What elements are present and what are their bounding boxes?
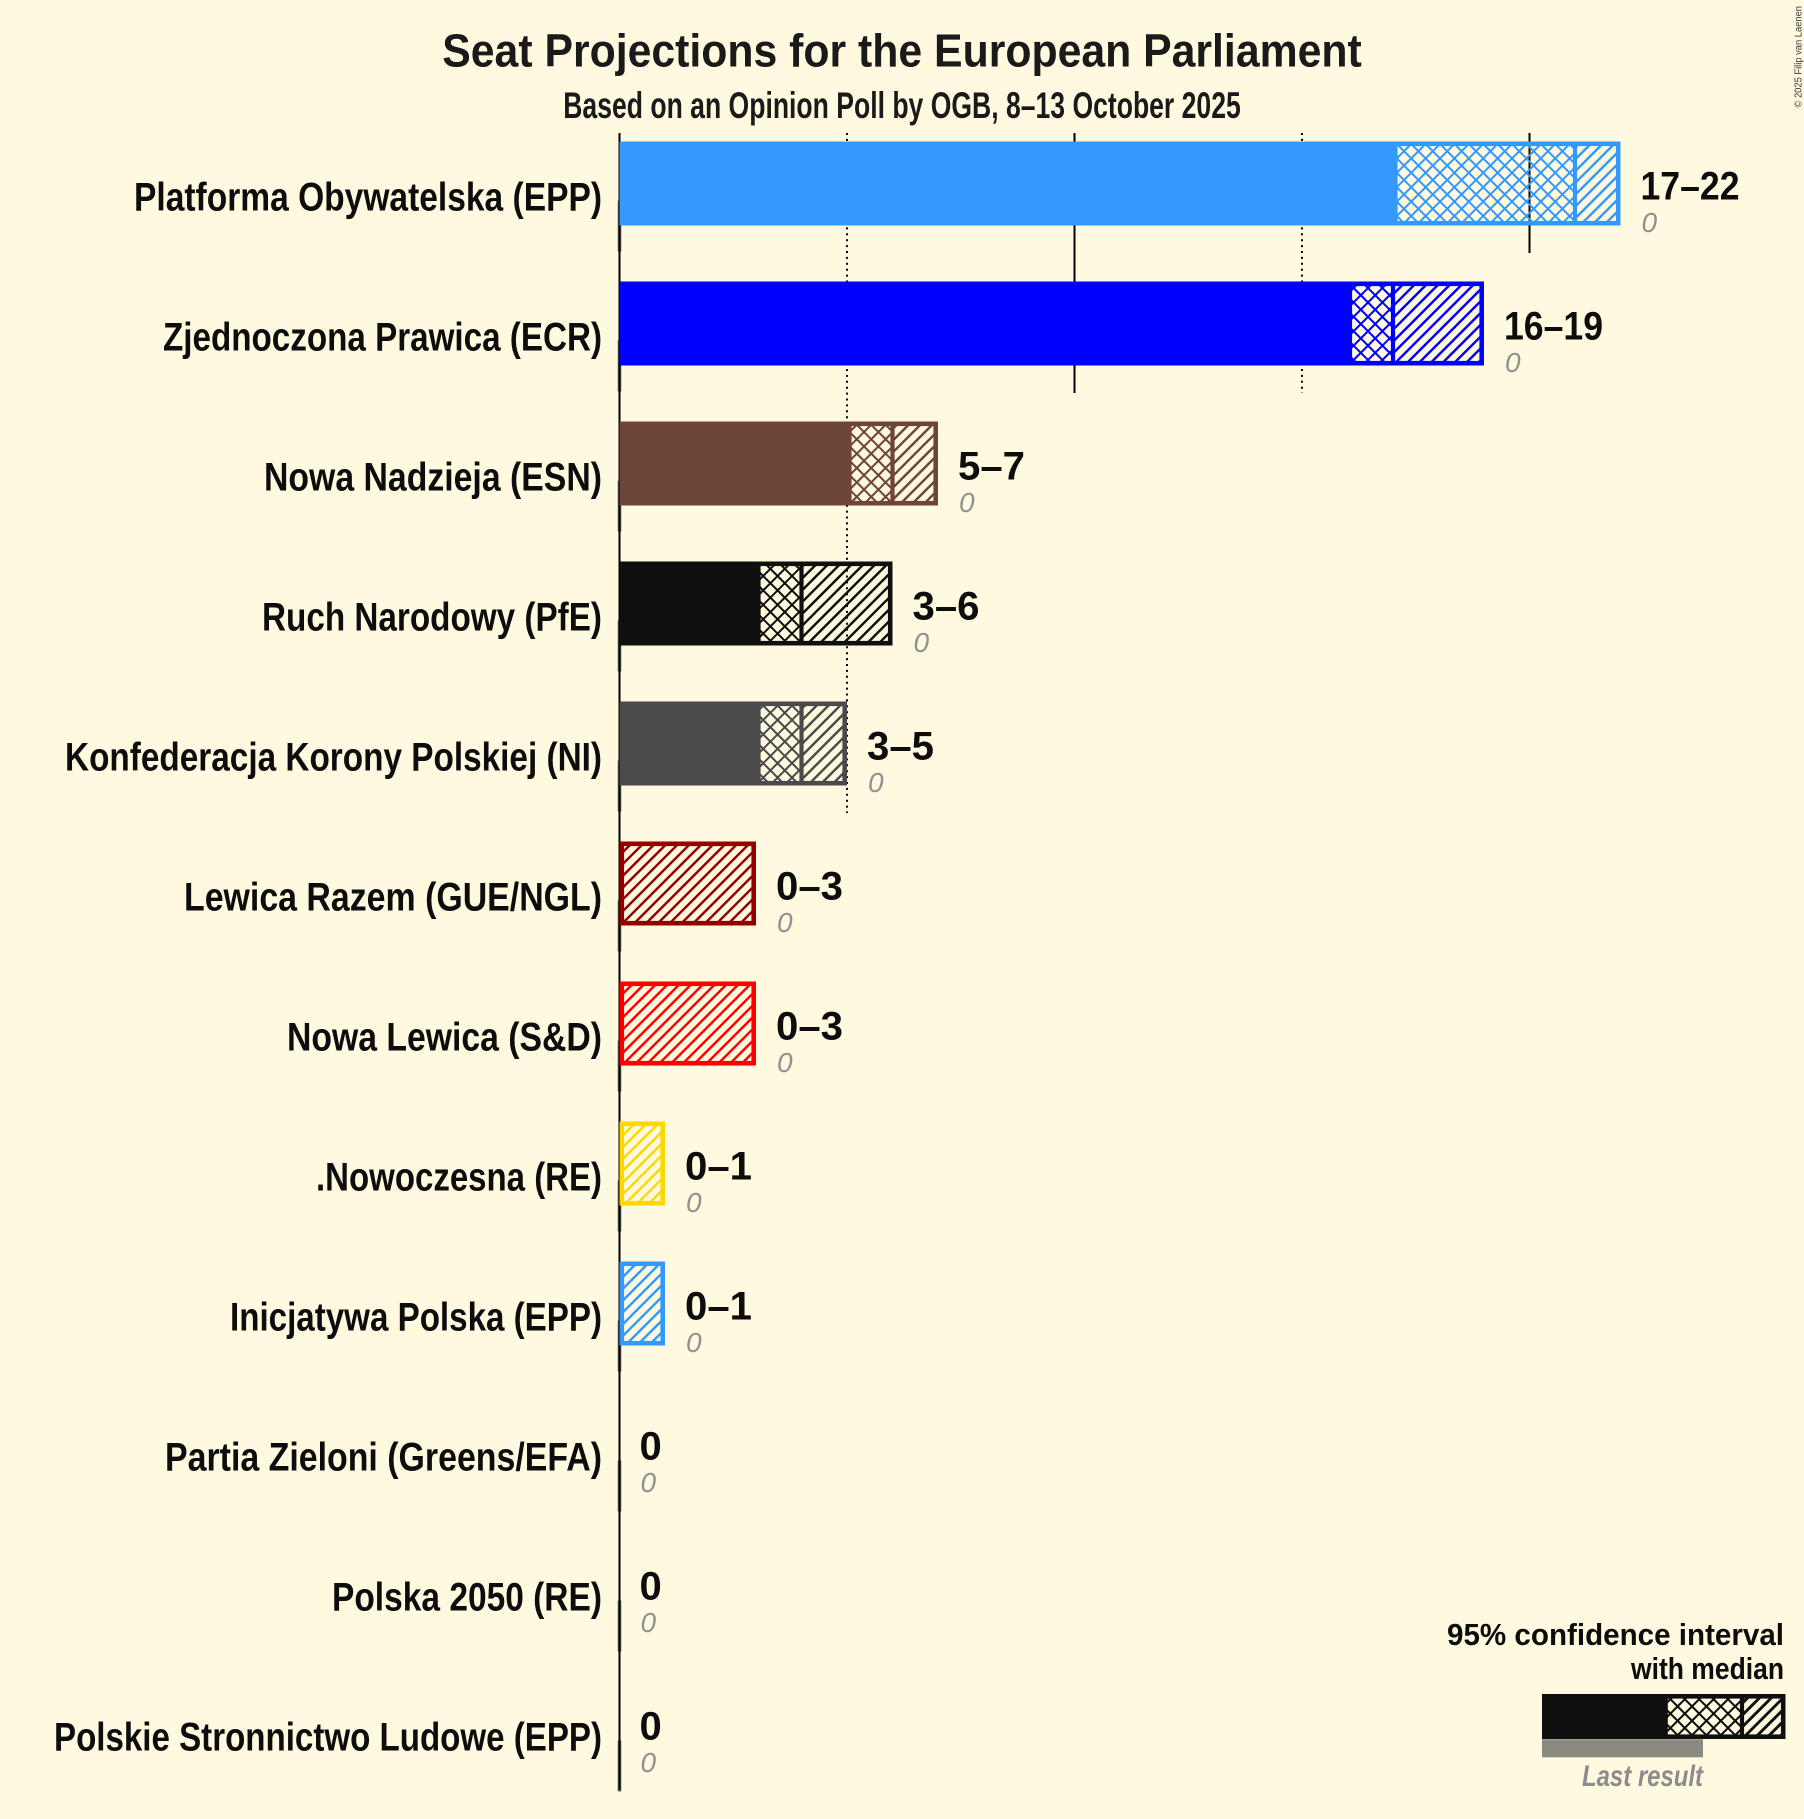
svg-text:0: 0	[1505, 347, 1521, 378]
svg-text:© 2025 Filip van Laenen: © 2025 Filip van Laenen	[1793, 6, 1804, 108]
svg-text:95% confidence interval: 95% confidence interval	[1447, 1617, 1784, 1652]
svg-text:5–7: 5–7	[958, 445, 1025, 489]
svg-text:0: 0	[1642, 207, 1658, 238]
svg-text:Last result: Last result	[1582, 1760, 1705, 1793]
svg-text:0: 0	[641, 1747, 657, 1778]
svg-text:Platforma Obywatelska (EPP): Platforma Obywatelska (EPP)	[134, 176, 602, 220]
svg-text:0: 0	[641, 1607, 657, 1638]
svg-text:Partia Zieloni (Greens/EFA): Partia Zieloni (Greens/EFA)	[165, 1436, 602, 1480]
svg-text:0: 0	[686, 1327, 702, 1358]
svg-text:Konfederacja Korony Polskiej (: Konfederacja Korony Polskiej (NI)	[65, 736, 602, 780]
svg-text:0: 0	[640, 1565, 662, 1609]
svg-text:Inicjatywa Polska (EPP): Inicjatywa Polska (EPP)	[230, 1296, 602, 1340]
svg-text:Ruch Narodowy (PfE): Ruch Narodowy (PfE)	[262, 596, 602, 640]
svg-text:0: 0	[868, 767, 884, 798]
svg-text:0–1: 0–1	[685, 1145, 752, 1189]
svg-text:0: 0	[914, 627, 930, 658]
svg-text:0: 0	[777, 907, 793, 938]
svg-text:0: 0	[640, 1705, 662, 1749]
svg-text:Nowa Lewica (S&D): Nowa Lewica (S&D)	[287, 1016, 602, 1060]
svg-text:0–3: 0–3	[776, 865, 843, 909]
svg-text:0: 0	[959, 487, 975, 518]
svg-text:17–22: 17–22	[1641, 165, 1740, 209]
svg-text:0–3: 0–3	[776, 1005, 843, 1049]
svg-text:Lewica Razem (GUE/NGL): Lewica Razem (GUE/NGL)	[184, 876, 602, 920]
svg-text:Zjednoczona Prawica (ECR): Zjednoczona Prawica (ECR)	[163, 316, 602, 360]
svg-text:0: 0	[641, 1467, 657, 1498]
svg-text:Nowa Nadzieja (ESN): Nowa Nadzieja (ESN)	[264, 456, 602, 500]
svg-text:0: 0	[777, 1047, 793, 1078]
svg-text:.Nowoczesna (RE): .Nowoczesna (RE)	[316, 1156, 602, 1200]
svg-text:16–19: 16–19	[1504, 305, 1603, 349]
svg-text:0: 0	[686, 1187, 702, 1218]
svg-text:0: 0	[640, 1425, 662, 1469]
svg-text:Polskie Stronnictwo Ludowe (EP: Polskie Stronnictwo Ludowe (EPP)	[54, 1716, 602, 1760]
svg-text:3–6: 3–6	[913, 585, 980, 629]
svg-text:3–5: 3–5	[867, 725, 934, 769]
svg-text:0–1: 0–1	[685, 1285, 752, 1329]
svg-text:with median: with median	[1630, 1651, 1784, 1686]
svg-text:Polska 2050 (RE): Polska 2050 (RE)	[332, 1576, 602, 1620]
svg-text:Based on an Opinion Poll by OG: Based on an Opinion Poll by OGB, 8–13 Oc…	[563, 85, 1241, 126]
svg-text:Seat Projections for the Europ: Seat Projections for the European Parlia…	[442, 25, 1362, 77]
